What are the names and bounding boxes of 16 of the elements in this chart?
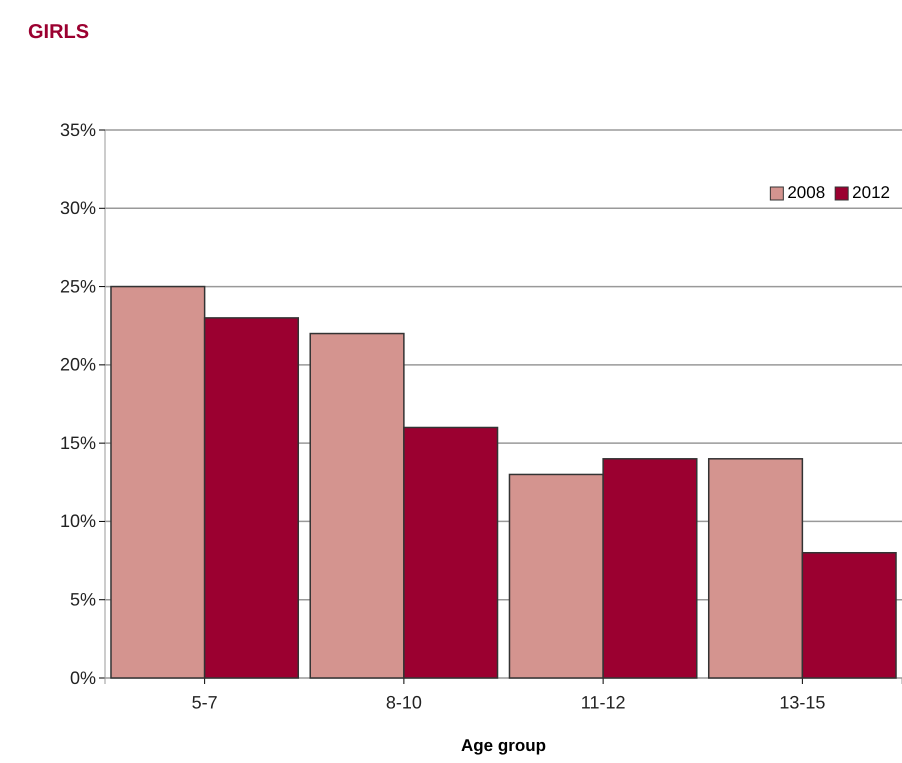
y-tick-label: 25% (60, 276, 96, 296)
legend-label: 2008 (787, 183, 826, 202)
y-tick-label: 5% (70, 589, 96, 610)
x-tick-label: 5-7 (192, 692, 218, 713)
x-tick-label: 11-12 (580, 692, 626, 713)
y-tick-label: 10% (60, 511, 96, 532)
x-tick-label: 8-10 (386, 692, 422, 713)
x-axis-title: Age group (461, 736, 546, 755)
legend-label: 2012 (852, 183, 890, 202)
y-tick-label: 20% (60, 354, 96, 375)
chart-title: GIRLS (28, 21, 90, 43)
y-tick-label: 30% (60, 198, 96, 218)
y-tick-label: 0% (70, 668, 96, 688)
x-tick-label: 13-15 (779, 692, 826, 713)
y-tick-label: 35% (60, 120, 96, 140)
y-tick-label: 15% (60, 432, 96, 453)
